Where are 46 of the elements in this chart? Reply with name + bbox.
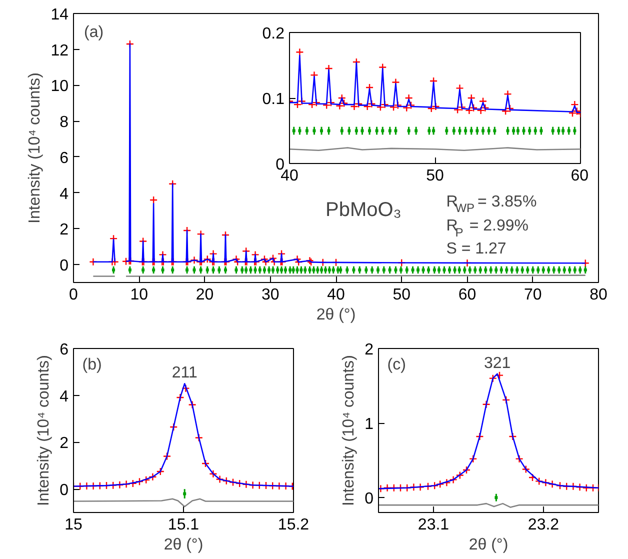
x-tick-label: 50 bbox=[426, 168, 444, 184]
y-tick-label: 0 bbox=[276, 156, 285, 174]
annotation: (a) bbox=[84, 24, 104, 41]
x-tick-label: 15.1 bbox=[168, 516, 200, 534]
annotation: 321 bbox=[484, 354, 511, 372]
y-tick-label: 0 bbox=[60, 258, 69, 275]
x-tick-label: 23.2 bbox=[528, 516, 560, 534]
annotation: PbMoO₃ bbox=[326, 198, 402, 221]
y-tick-label: 4 bbox=[60, 186, 69, 203]
y-tick-label: 4 bbox=[60, 388, 69, 406]
y-tick-label: 6 bbox=[60, 342, 69, 358]
y-tick-label: 0 bbox=[60, 482, 69, 500]
y-tick-label: 2 bbox=[364, 342, 374, 358]
y-tick-label: 6 bbox=[60, 150, 69, 167]
y-tick-label: 2 bbox=[60, 222, 69, 239]
annotation: S = 1.27 bbox=[446, 240, 506, 258]
x-tick-label: 60 bbox=[570, 168, 589, 184]
x-tick-label: 60 bbox=[458, 286, 476, 304]
x-tick-label: 10 bbox=[130, 286, 148, 304]
x-tick-label: 15 bbox=[64, 516, 82, 534]
x-tick-label: 30 bbox=[261, 286, 280, 304]
y-axis-title: Intensity (10⁴ counts) bbox=[26, 72, 44, 224]
x-tick-label: 20 bbox=[196, 286, 214, 304]
x-tick-label: 23.1 bbox=[418, 516, 450, 534]
y-tick-label: 14 bbox=[50, 6, 69, 24]
x-tick-label: 70 bbox=[524, 286, 542, 304]
y-tick-label: 0.1 bbox=[262, 91, 285, 108]
annotation: (c) bbox=[387, 356, 406, 374]
y-tick-label: 0.2 bbox=[262, 26, 285, 42]
x-tick-label: 80 bbox=[590, 286, 608, 304]
y-tick-label: 2 bbox=[60, 435, 69, 452]
annotation: 211 bbox=[172, 364, 198, 382]
y-axis-title: Intensity (10⁴ counts) bbox=[36, 355, 53, 506]
y-tick-label: 0 bbox=[364, 490, 374, 508]
y-axis-title: Intensity (10⁴ counts) bbox=[340, 355, 358, 506]
x-tick-label: 15.2 bbox=[278, 516, 310, 534]
y-tick-label: 8 bbox=[60, 114, 69, 132]
y-tick-label: 1 bbox=[364, 416, 374, 434]
x-axis-title: 2θ (°) bbox=[468, 536, 508, 554]
x-axis-title: 2θ (°) bbox=[164, 536, 204, 554]
y-tick-label: 10 bbox=[50, 78, 69, 96]
annotation: (b) bbox=[82, 356, 102, 374]
x-tick-label: 40 bbox=[327, 286, 345, 304]
x-axis-title: 2θ (°) bbox=[316, 306, 356, 324]
y-tick-label: 12 bbox=[50, 42, 69, 60]
x-tick-label: 50 bbox=[392, 286, 411, 304]
